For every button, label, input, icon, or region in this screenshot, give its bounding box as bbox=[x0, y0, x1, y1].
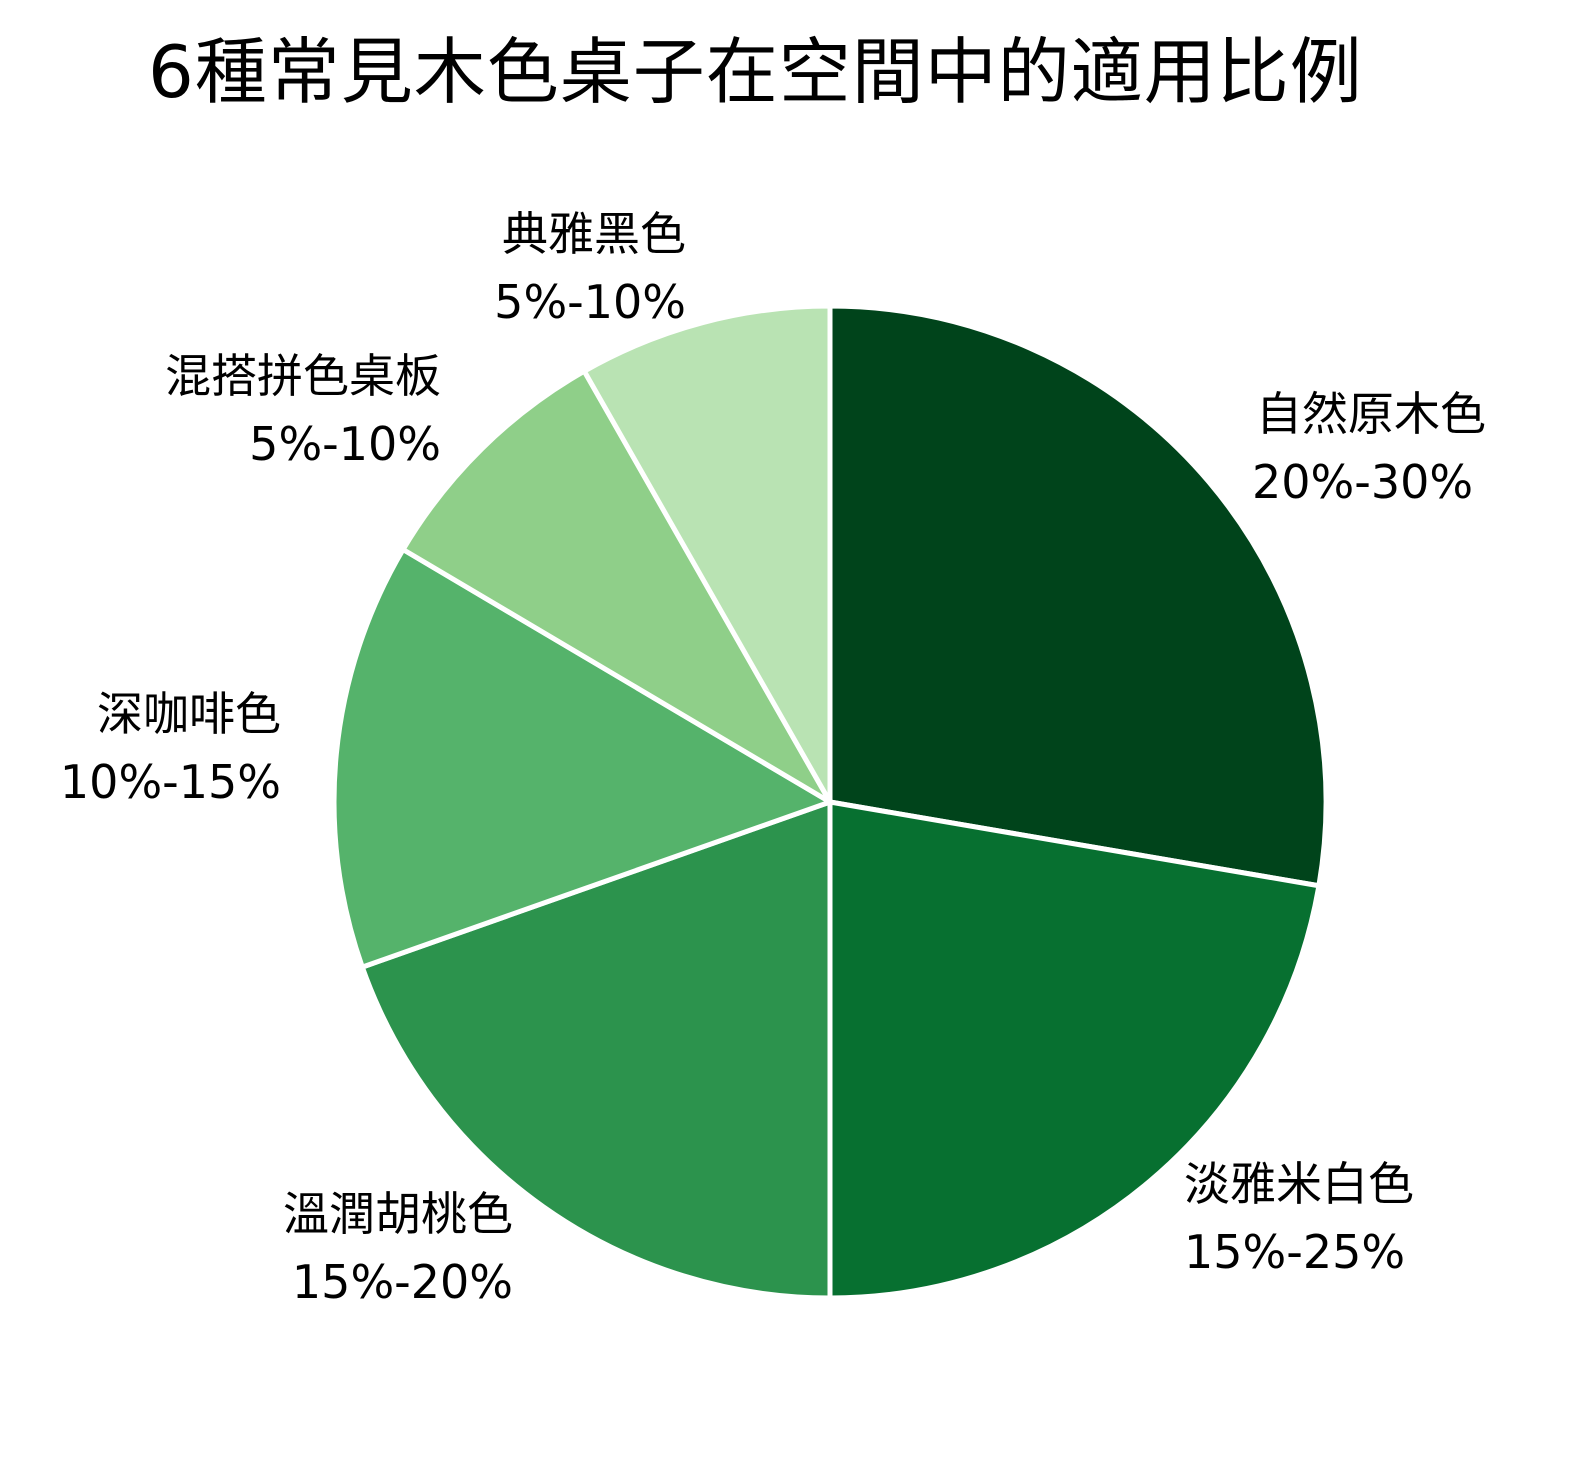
label-range: 10%-15% bbox=[59, 755, 281, 809]
label-name: 溫潤胡桃色 bbox=[283, 1187, 513, 1241]
label-range: 20%-30% bbox=[1252, 455, 1474, 509]
label-light-beige: 淡雅米白色 15%-25% bbox=[1184, 1150, 1414, 1286]
label-name: 混搭拼色桌板 bbox=[165, 349, 441, 403]
label-name: 淡雅米白色 bbox=[1184, 1157, 1414, 1211]
slice-light-beige[interactable] bbox=[827, 799, 1322, 1301]
label-range: 15%-20% bbox=[291, 1255, 513, 1309]
label-warm-walnut: 溫潤胡桃色 15%-20% bbox=[283, 1180, 513, 1316]
label-range: 5%-10% bbox=[249, 417, 441, 471]
label-name: 深咖啡色 bbox=[97, 687, 281, 741]
label-range: 5%-10% bbox=[494, 275, 686, 329]
label-natural-wood: 自然原木色 20%-30% bbox=[1252, 380, 1486, 516]
label-range: 15%-25% bbox=[1184, 1225, 1406, 1279]
slice-mixed-panel[interactable] bbox=[400, 368, 833, 805]
chart-title: 6種常見木色桌子在空間中的適用比例 bbox=[148, 30, 1363, 114]
slice-elegant-black[interactable] bbox=[581, 303, 833, 805]
slice-dark-coffee[interactable] bbox=[331, 547, 833, 970]
label-name: 自然原木色 bbox=[1256, 387, 1486, 441]
label-elegant-black: 典雅黑色 5%-10% bbox=[494, 200, 686, 336]
label-dark-coffee: 深咖啡色 10%-15% bbox=[60, 680, 281, 816]
slice-natural-wood[interactable] bbox=[827, 303, 1329, 889]
label-mixed-panel: 混搭拼色桌板 5%-10% bbox=[165, 342, 441, 478]
label-name: 典雅黑色 bbox=[502, 207, 686, 261]
pie-slices bbox=[331, 303, 1329, 1301]
